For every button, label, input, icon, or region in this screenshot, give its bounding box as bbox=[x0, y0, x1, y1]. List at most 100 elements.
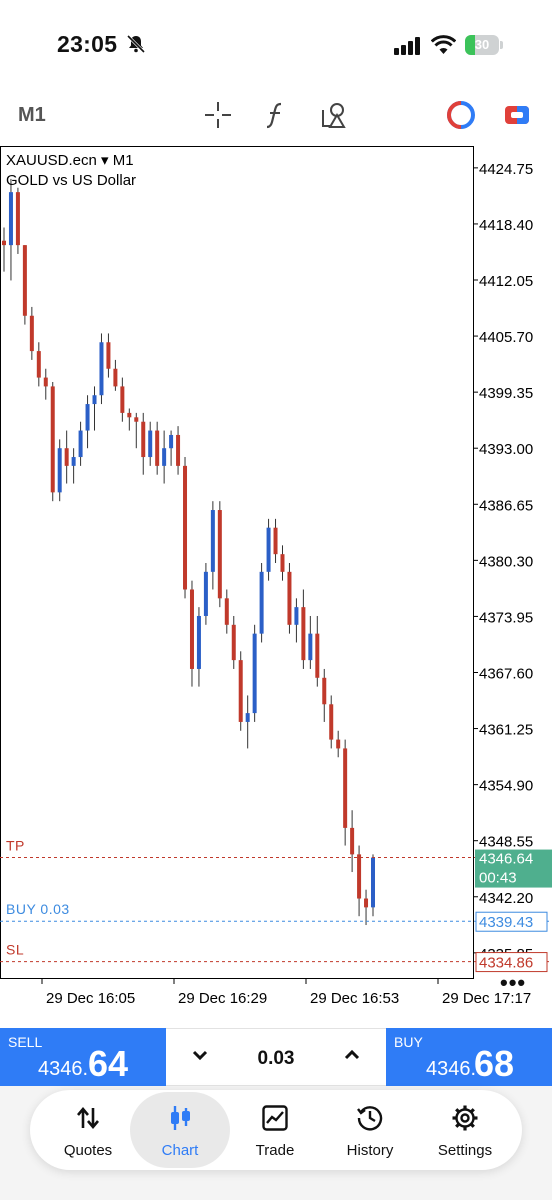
wifi-icon bbox=[431, 35, 456, 54]
candle bbox=[43, 368, 48, 400]
battery-icon: 30 bbox=[465, 35, 503, 55]
candle-body bbox=[148, 430, 153, 458]
candle-body bbox=[22, 245, 27, 316]
x-tick-label: 29 Dec 16:53 bbox=[310, 990, 399, 1007]
tab-settings[interactable]: Settings bbox=[415, 1092, 515, 1168]
candle bbox=[71, 448, 76, 484]
candle-body bbox=[287, 571, 292, 625]
tab-history[interactable]: History bbox=[320, 1092, 420, 1168]
y-tick-label: 4386.65 bbox=[479, 497, 533, 514]
signal-icon bbox=[394, 37, 420, 55]
candle-body bbox=[231, 624, 236, 661]
candle-body bbox=[259, 571, 264, 634]
battery-level: 30 bbox=[474, 37, 490, 52]
candle bbox=[329, 695, 334, 749]
candle-body bbox=[196, 615, 201, 669]
y-tick-label: 4405.70 bbox=[479, 329, 533, 346]
price-chart[interactable]: 4424.75 4418.40 4412.05 4405.70 4399.35 4393.… bbox=[0, 146, 552, 1026]
y-tick-label: 4380.30 bbox=[479, 553, 533, 570]
candle bbox=[189, 580, 194, 687]
candle bbox=[357, 845, 362, 917]
trade-panel-icon[interactable] bbox=[502, 100, 532, 130]
buy-button[interactable]: BUY 4346. 68 bbox=[386, 1028, 552, 1086]
candle bbox=[85, 395, 90, 449]
candle bbox=[169, 430, 174, 466]
candle-body bbox=[183, 465, 188, 590]
candle bbox=[259, 563, 264, 643]
candle-body bbox=[169, 434, 174, 449]
crosshair-icon[interactable] bbox=[203, 100, 233, 130]
y-tick-label: 4348.55 bbox=[479, 834, 533, 851]
candle-body bbox=[245, 713, 250, 722]
candle-body bbox=[64, 448, 69, 466]
candle-body bbox=[155, 430, 160, 466]
candle bbox=[238, 651, 243, 731]
candle bbox=[217, 501, 222, 608]
candle-body bbox=[294, 607, 299, 625]
candle-body bbox=[364, 898, 369, 908]
candles-icon bbox=[171, 1106, 190, 1130]
candle bbox=[57, 439, 62, 502]
candle-body bbox=[71, 457, 76, 466]
candle bbox=[301, 589, 306, 669]
candle bbox=[343, 739, 348, 846]
tab-quotes[interactable]: Quotes bbox=[38, 1092, 138, 1168]
candle-body bbox=[8, 192, 13, 246]
candle bbox=[36, 342, 41, 387]
status-bar: 23:05 30 bbox=[0, 0, 552, 90]
buy-label: BUY bbox=[394, 1034, 423, 1050]
gear-icon bbox=[452, 1105, 478, 1131]
candle-body bbox=[203, 571, 208, 616]
candle-body bbox=[357, 854, 362, 899]
candle bbox=[336, 730, 341, 758]
candle-body bbox=[217, 510, 222, 599]
candle-body bbox=[162, 448, 167, 466]
candle-body bbox=[350, 827, 355, 855]
tab-label: Settings bbox=[437, 1142, 493, 1159]
one-click-trading-icon[interactable] bbox=[446, 100, 476, 130]
x-tick-label: 29 Dec 17:17 bbox=[442, 990, 531, 1007]
candle-body bbox=[85, 404, 90, 431]
candle bbox=[280, 545, 285, 581]
sell-button[interactable]: SELL 4346. 64 bbox=[0, 1028, 166, 1086]
candle bbox=[78, 421, 83, 466]
candle bbox=[155, 421, 160, 475]
indicators-icon[interactable] bbox=[261, 100, 291, 130]
level-label: BUY 0.03 bbox=[6, 901, 70, 917]
candle-body bbox=[15, 192, 20, 246]
timeframe-button[interactable]: M1 bbox=[18, 104, 46, 126]
y-tick-label: 4399.35 bbox=[479, 385, 533, 402]
candle-body bbox=[210, 510, 215, 572]
chart-symbol-label[interactable]: XAUUSD.ecn ▾ M1 bbox=[6, 152, 134, 169]
candle-body bbox=[29, 315, 34, 352]
chevron-up-icon[interactable] bbox=[340, 1043, 364, 1067]
history-clock-icon bbox=[357, 1106, 383, 1131]
candle-body bbox=[308, 633, 313, 661]
candle-body bbox=[280, 554, 285, 572]
x-tick-label: 29 Dec 16:29 bbox=[178, 990, 267, 1007]
candle-body bbox=[78, 430, 83, 458]
chevron-down-icon[interactable] bbox=[188, 1043, 212, 1067]
current-price-text: 4346.64 bbox=[479, 851, 533, 868]
candle bbox=[64, 430, 69, 484]
candle bbox=[266, 518, 271, 581]
candle bbox=[273, 518, 278, 563]
status-time: 23:05 bbox=[57, 31, 118, 57]
candle-body bbox=[176, 434, 181, 466]
candle bbox=[2, 227, 6, 272]
volume-value[interactable]: 0.03 bbox=[257, 1048, 295, 1069]
candle bbox=[106, 333, 111, 378]
more-options-icon[interactable]: ••• bbox=[500, 970, 527, 995]
tab-trade[interactable]: Trade bbox=[225, 1092, 325, 1168]
candle-body bbox=[92, 395, 97, 405]
tab-chart[interactable]: Chart bbox=[130, 1092, 230, 1168]
candle-body bbox=[127, 412, 132, 418]
buy-level-tag bbox=[475, 911, 548, 932]
candle bbox=[210, 501, 215, 590]
candle bbox=[50, 381, 55, 502]
y-tick-label: 4367.60 bbox=[479, 665, 533, 682]
buy-price-small: 4346. bbox=[426, 1058, 477, 1080]
candle-body bbox=[266, 527, 271, 572]
objects-icon[interactable] bbox=[318, 100, 348, 130]
trade-chart-icon bbox=[262, 1105, 288, 1131]
